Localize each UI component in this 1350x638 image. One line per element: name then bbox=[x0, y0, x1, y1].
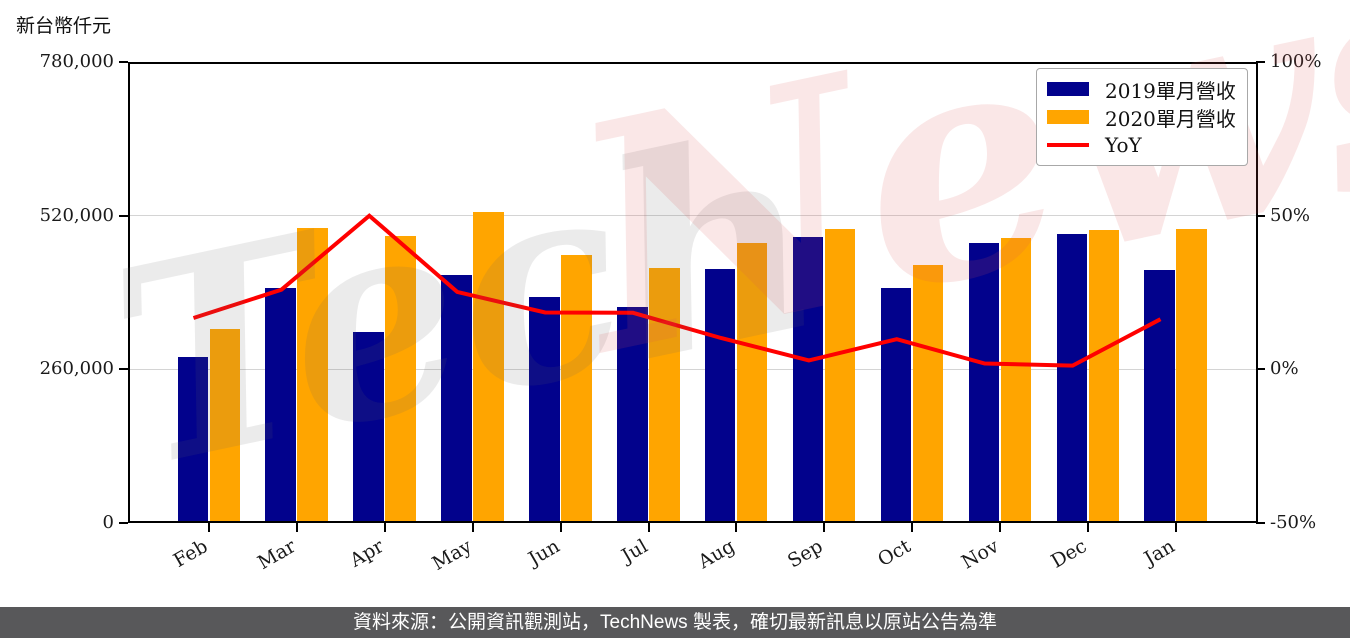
y-axis-right-tick bbox=[1256, 368, 1265, 371]
x-axis-label-Oct: Oct bbox=[874, 535, 915, 572]
y-axis-right-tick bbox=[1256, 214, 1265, 217]
bar-2020單月營收-Apr bbox=[385, 235, 416, 523]
bar-2020單月營收-Jun bbox=[561, 254, 592, 523]
y-axis-left-label-0: 0 bbox=[102, 512, 114, 533]
x-axis-label-Nov: Nov bbox=[958, 535, 1003, 574]
bar-2020單月營收-May bbox=[473, 212, 504, 523]
y-axis-right-label--50%: -50% bbox=[1270, 512, 1317, 533]
bar-2019單月營收-Jan bbox=[1144, 270, 1175, 523]
x-axis-tick-Apr bbox=[383, 523, 386, 532]
x-axis-tick-Jan bbox=[1174, 523, 1177, 532]
bar-2020單月營收-Jan bbox=[1176, 228, 1207, 523]
bar-2019單月營收-Nov bbox=[968, 242, 1000, 523]
yoy-line-chart bbox=[192, 213, 1162, 368]
y-axis-left-label-520,000: 520,000 bbox=[39, 204, 114, 226]
x-axis-tick-May bbox=[471, 523, 474, 532]
bar-2020單月營收-Oct bbox=[912, 265, 944, 523]
gridline bbox=[128, 368, 1258, 371]
bar-2020單月營收-Dec bbox=[1088, 230, 1120, 523]
bar-2020單月營收-Mar bbox=[297, 227, 328, 523]
x-axis-label-Sep: Sep bbox=[784, 535, 827, 573]
x-axis-tick-Jul bbox=[647, 523, 650, 532]
bar-2019單月營收-Apr bbox=[353, 331, 384, 523]
y-axis-left-label-780,000: 780,000 bbox=[39, 51, 114, 72]
x-axis-label-Dec: Dec bbox=[1047, 535, 1091, 573]
source-footer: 資料來源：公開資訊觀測站，TechNews 製表，確切最新訊息以原站公告為準 bbox=[0, 607, 1350, 638]
legend-item-yoy: YoY bbox=[1047, 131, 1247, 159]
x-axis-label-Jul: Jul bbox=[617, 535, 652, 568]
bar-2019單月營收-Jul bbox=[617, 307, 648, 523]
x-axis-tick-Feb bbox=[208, 523, 210, 532]
x-axis-tick-Aug bbox=[735, 523, 738, 532]
x-axis-tick-Dec bbox=[1087, 523, 1090, 532]
legend-label-2019: 2019單月營收 bbox=[1105, 78, 1236, 103]
gridline bbox=[128, 214, 1258, 217]
bar-2019單月營收-May bbox=[441, 274, 472, 523]
legend-item-2020: 2020單月營收 bbox=[1047, 103, 1247, 131]
bar-2019單月營收-Feb bbox=[177, 356, 208, 523]
x-axis-label-May: May bbox=[428, 535, 476, 575]
y-axis-right-tick bbox=[1256, 61, 1265, 63]
bar-2020單月營收-Aug bbox=[736, 242, 768, 523]
bar-2019單月營收-Oct bbox=[880, 288, 912, 523]
y-axis-left-label-260,000: 260,000 bbox=[39, 358, 114, 380]
legend-swatch-2020 bbox=[1047, 110, 1089, 124]
y-axis-right-label-100%: 100% bbox=[1270, 51, 1322, 72]
y-axis-right-label-0%: 0% bbox=[1270, 358, 1299, 380]
bar-2020單月營收-Nov bbox=[1000, 237, 1032, 523]
legend: 2019單月營收 2020單月營收 YoY bbox=[1036, 68, 1248, 166]
y-axis-right-tick bbox=[1256, 522, 1265, 524]
bar-2020單月營收-Feb bbox=[209, 329, 240, 523]
legend-label-2020: 2020單月營收 bbox=[1105, 106, 1236, 131]
legend-item-2019: 2019單月營收 bbox=[1047, 75, 1247, 103]
bar-2019單月營收-Dec bbox=[1056, 234, 1088, 523]
x-axis-label-Jun: Jun bbox=[524, 535, 564, 571]
x-axis-label-Apr: Apr bbox=[346, 535, 388, 572]
x-axis-tick-Oct bbox=[911, 523, 914, 532]
bar-2019單月營收-Sep bbox=[792, 236, 824, 523]
y-axis-left-tick bbox=[119, 522, 128, 524]
bar-2019單月營收-Mar bbox=[265, 288, 296, 523]
x-axis-tick-Jun bbox=[559, 523, 562, 532]
y-axis-left-tick bbox=[119, 214, 128, 217]
x-axis-label-Jan: Jan bbox=[1140, 535, 1179, 570]
y-axis-left-tick bbox=[119, 61, 128, 63]
x-axis-label-Feb: Feb bbox=[169, 535, 212, 572]
y-axis-right-label-50%: 50% bbox=[1270, 204, 1311, 226]
x-axis-label-Aug: Aug bbox=[694, 535, 739, 574]
bar-2019單月營收-Jun bbox=[529, 296, 560, 523]
bar-2020單月營收-Jul bbox=[649, 267, 680, 523]
y-axis-left-tick bbox=[119, 368, 128, 371]
x-axis-tick-Sep bbox=[823, 523, 826, 532]
x-axis-tick-Nov bbox=[999, 523, 1002, 532]
x-axis-label-Mar: Mar bbox=[253, 535, 300, 575]
legend-swatch-yoy-line bbox=[1047, 143, 1089, 147]
bar-2019單月營收-Aug bbox=[704, 268, 736, 523]
left-axis-title: 新台幣仟元 bbox=[16, 15, 112, 37]
yoy-line bbox=[192, 213, 1162, 368]
x-axis-tick-Mar bbox=[295, 523, 298, 532]
legend-label-yoy: YoY bbox=[1105, 133, 1142, 157]
legend-swatch-2019 bbox=[1047, 82, 1089, 96]
bar-2020單月營收-Sep bbox=[824, 228, 856, 523]
